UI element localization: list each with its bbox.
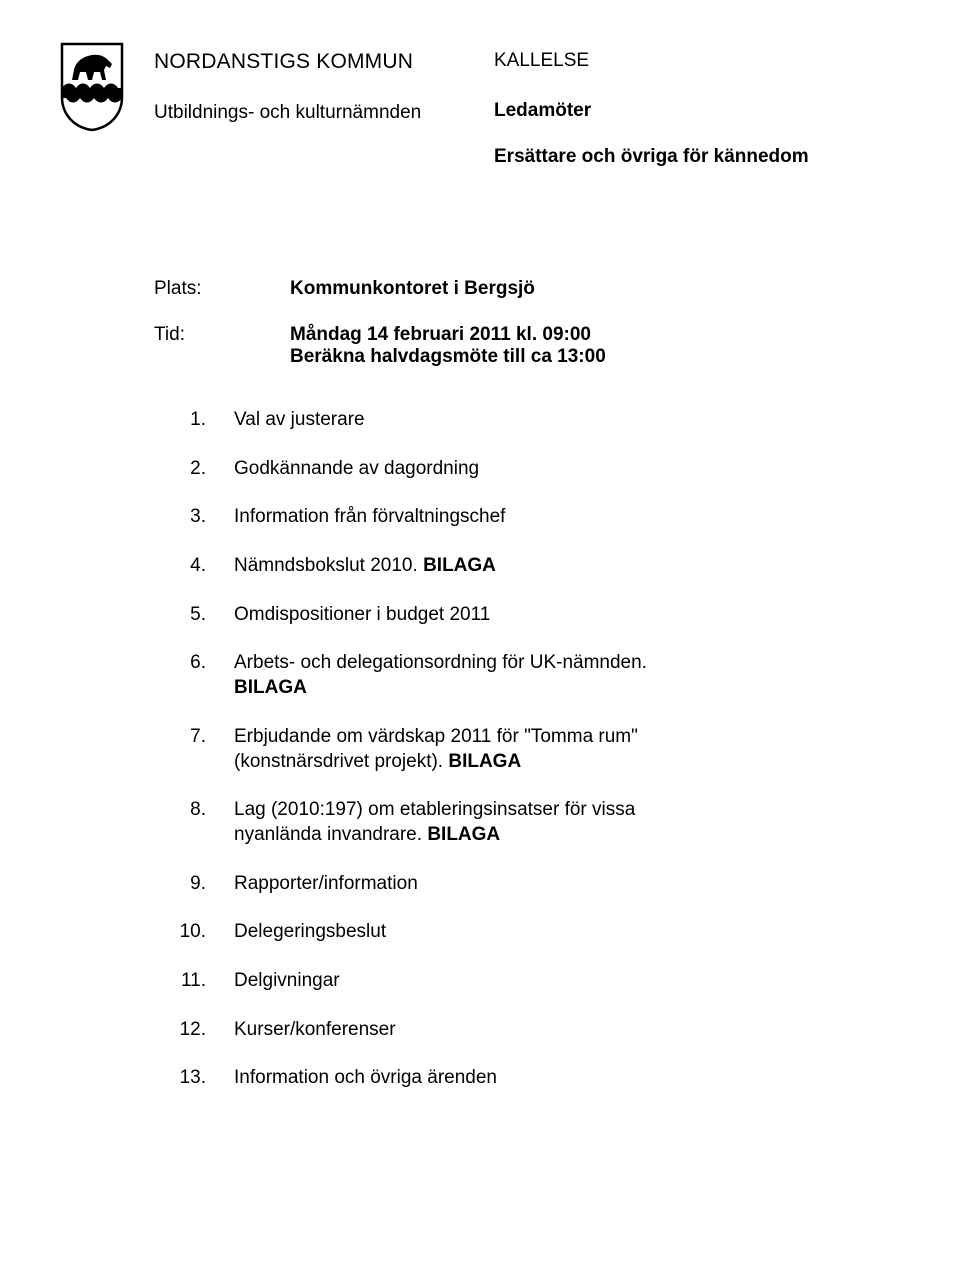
tid-value: Måndag 14 februari 2011 kl. 09:00 Beräkn… xyxy=(290,324,606,368)
org-name: NORDANSTIGS KOMMUN xyxy=(154,50,494,74)
agenda-item-text: Delegeringsbeslut xyxy=(234,920,386,945)
agenda-item: 4.Nämndsbokslut 2010. BILAGA xyxy=(154,554,900,579)
agenda-item-text: Information från förvaltningschef xyxy=(234,505,505,530)
agenda-item-number: 11. xyxy=(154,969,234,994)
agenda-item-text: Information och övriga ärenden xyxy=(234,1066,497,1091)
agenda-item: 11.Delgivningar xyxy=(154,969,900,994)
agenda-list: 1.Val av justerare2.Godkännande av dagor… xyxy=(154,408,900,1091)
committee-name: Utbildnings- och kulturnämnden xyxy=(154,102,494,124)
plats-label: Plats: xyxy=(154,278,290,300)
agenda-item-number: 8. xyxy=(154,798,234,847)
agenda-item-number: 4. xyxy=(154,554,234,579)
agenda-item-text: Kurser/konferenser xyxy=(234,1018,396,1043)
tid-line1: Måndag 14 februari 2011 kl. 09:00 xyxy=(290,324,606,346)
plats-value: Kommunkontoret i Bergsjö xyxy=(290,278,535,300)
agenda-item-number: 2. xyxy=(154,457,234,482)
agenda-item-text: Omdispositioner i budget 2011 xyxy=(234,603,490,628)
agenda-item-number: 13. xyxy=(154,1066,234,1091)
agenda-item-number: 5. xyxy=(154,603,234,628)
agenda-item-text: Erbjudande om värdskap 2011 för "Tomma r… xyxy=(234,725,694,774)
recipients-ersattare: Ersättare och övriga för kännedom xyxy=(494,146,900,168)
agenda-item-number: 1. xyxy=(154,408,234,433)
agenda-item-text: Nämndsbokslut 2010. BILAGA xyxy=(234,554,496,579)
document-type: KALLELSE xyxy=(494,50,900,72)
header-right: KALLELSE Ledamöter Ersättare och övriga … xyxy=(494,50,900,168)
agenda-item: 8.Lag (2010:197) om etableringsinsatser … xyxy=(154,798,900,847)
agenda-item: 2.Godkännande av dagordning xyxy=(154,457,900,482)
header-columns: NORDANSTIGS KOMMUN Utbildnings- och kult… xyxy=(154,50,900,168)
page: NORDANSTIGS KOMMUN Utbildnings- och kult… xyxy=(0,0,960,1273)
agenda-item-text: Rapporter/information xyxy=(234,872,418,897)
header-row: NORDANSTIGS KOMMUN Utbildnings- och kult… xyxy=(60,50,900,168)
agenda-item-text: Delgivningar xyxy=(234,969,340,994)
agenda-item: 9.Rapporter/information xyxy=(154,872,900,897)
tid-line2: Beräkna halvdagsmöte till ca 13:00 xyxy=(290,346,606,368)
agenda-item: 3.Information från förvaltningschef xyxy=(154,505,900,530)
agenda-item-text: Godkännande av dagordning xyxy=(234,457,479,482)
agenda-item-number: 6. xyxy=(154,651,234,700)
agenda-item-text: Arbets- och delegationsordning för UK-nä… xyxy=(234,651,647,700)
agenda-item-number: 10. xyxy=(154,920,234,945)
agenda-item: 7.Erbjudande om värdskap 2011 för "Tomma… xyxy=(154,725,900,774)
agenda-item-number: 12. xyxy=(154,1018,234,1043)
agenda-item-number: 7. xyxy=(154,725,234,774)
meta-tid-row: Tid: Måndag 14 februari 2011 kl. 09:00 B… xyxy=(154,324,900,368)
agenda-item-number: 9. xyxy=(154,872,234,897)
agenda-item-text: Val av justerare xyxy=(234,408,365,433)
agenda-item: 10.Delegeringsbeslut xyxy=(154,920,900,945)
agenda-item: 5.Omdispositioner i budget 2011 xyxy=(154,603,900,628)
agenda-item: 12.Kurser/konferenser xyxy=(154,1018,900,1043)
tid-label: Tid: xyxy=(154,324,290,368)
agenda-item-number: 3. xyxy=(154,505,234,530)
header-left: NORDANSTIGS KOMMUN Utbildnings- och kult… xyxy=(154,50,494,168)
agenda-item-text: Lag (2010:197) om etableringsinsatser fö… xyxy=(234,798,694,847)
agenda-item: 13.Information och övriga ärenden xyxy=(154,1066,900,1091)
recipients-ledamoter: Ledamöter xyxy=(494,100,900,122)
meta-plats-row: Plats: Kommunkontoret i Bergsjö xyxy=(154,278,900,300)
municipal-crest-icon xyxy=(60,42,124,132)
agenda-item: 1.Val av justerare xyxy=(154,408,900,433)
agenda-item: 6.Arbets- och delegationsordning för UK-… xyxy=(154,651,900,700)
body-block: Plats: Kommunkontoret i Bergsjö Tid: Mån… xyxy=(154,278,900,1091)
